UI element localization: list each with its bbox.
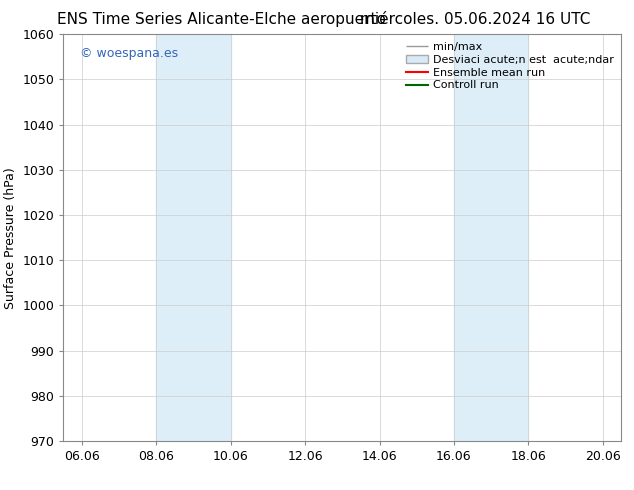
Y-axis label: Surface Pressure (hPa): Surface Pressure (hPa) [4,167,17,309]
Text: ENS Time Series Alicante-Elche aeropuerto: ENS Time Series Alicante-Elche aeropuert… [58,12,386,27]
Text: miércoles. 05.06.2024 16 UTC: miércoles. 05.06.2024 16 UTC [360,12,591,27]
Text: © woespana.es: © woespana.es [80,47,178,59]
Bar [454,34,528,441]
Bar [157,34,231,441]
Legend: min/max, Desviaci acute;n est  acute;ndar, Ensemble mean run, Controll run: min/max, Desviaci acute;n est acute;ndar… [404,40,616,93]
